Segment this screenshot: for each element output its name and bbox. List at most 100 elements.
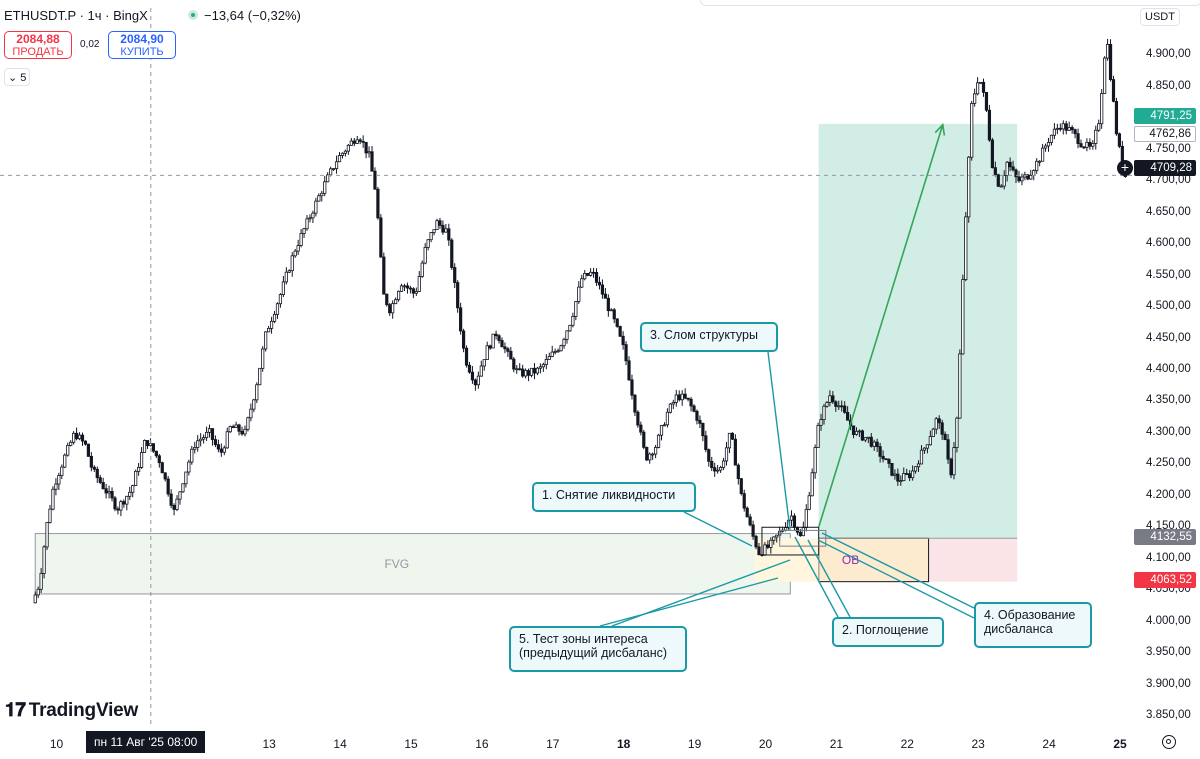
candle-body [249, 408, 253, 419]
candle-body [388, 304, 392, 314]
candle-body [919, 449, 924, 465]
candle-body [476, 375, 480, 386]
candle-body [1105, 44, 1110, 59]
candle-body [225, 431, 229, 449]
candle-body [621, 335, 625, 345]
candle-body [48, 508, 52, 523]
note-zone-test[interactable]: 5. Тест зоны интереса (предыдущий дисбал… [509, 626, 687, 672]
candle-body [494, 333, 498, 337]
candle-body [993, 167, 997, 176]
candle-body [642, 431, 646, 448]
candle-body [627, 360, 631, 381]
sell-button[interactable]: 2084,88 ПРОДАТЬ [4, 31, 72, 59]
price-tick-label: 4.550,00 [1146, 268, 1191, 281]
candle-body [961, 279, 965, 355]
candle-body [1005, 161, 1009, 177]
currency-selector[interactable]: USDT [1140, 8, 1180, 26]
candle-body [216, 444, 220, 450]
note-structure-break-text: 3. Слом структуры [650, 328, 758, 342]
note-zone-test-line2: (предыдущий дисбаланс) [519, 646, 668, 660]
note-imbalance-line1: 4. Образование [984, 608, 1076, 622]
candle-body [470, 371, 475, 381]
candle-body [724, 447, 729, 462]
candle-body [816, 424, 820, 448]
candle-body [175, 498, 179, 510]
indicators-toggle[interactable]: ⌄ 5 [4, 68, 30, 86]
candle-layer [33, 38, 1127, 604]
candle-body [364, 141, 368, 154]
candle-body [718, 467, 723, 471]
candle-body [529, 367, 534, 376]
candle-body [1017, 176, 1021, 182]
time-tick-label: 20 [758, 737, 773, 751]
price-tick-label: 3.950,00 [1146, 646, 1191, 659]
note-engulfing[interactable]: 2. Поглощение [832, 617, 944, 647]
candle-body [1088, 141, 1092, 147]
candle-body [695, 410, 699, 421]
candle-body [698, 419, 702, 424]
note-liquidity-sweep[interactable]: 1. Снятие ликвидности [532, 482, 696, 512]
candle-body [210, 428, 215, 440]
candle-body [1061, 123, 1065, 130]
gear-icon[interactable] [1162, 735, 1176, 749]
candle-body [394, 299, 398, 305]
candle-body [964, 216, 968, 280]
candle-body [139, 452, 144, 468]
candle-body [1085, 141, 1089, 148]
candle-body [526, 370, 531, 376]
connector-engulf-b [807, 539, 851, 618]
candle-body [80, 434, 85, 442]
candle-body [450, 239, 454, 268]
candle-body [624, 344, 628, 362]
candle-body [757, 546, 761, 555]
candle-body [515, 368, 519, 371]
candle-body [710, 460, 714, 468]
candle-body [671, 402, 675, 405]
candle-body [633, 394, 637, 413]
candle-body [571, 316, 575, 326]
add-alert-icon[interactable]: + [1117, 160, 1133, 176]
price-tick-label: 4.450,00 [1146, 331, 1191, 344]
candle-body [913, 466, 918, 472]
candle-body [509, 350, 513, 360]
candle-body [323, 181, 327, 194]
candle-body [275, 303, 280, 315]
candle-body [278, 294, 283, 305]
candle-body [169, 493, 173, 506]
candle-body [287, 270, 291, 273]
candle-body [677, 394, 681, 401]
candle-body [1067, 127, 1071, 131]
candle-body [846, 411, 850, 421]
candle-body [967, 156, 971, 218]
buy-button[interactable]: 2084,90 КУПИТЬ [108, 31, 176, 59]
candle-body [550, 351, 554, 357]
candle-body [435, 220, 439, 231]
candle-body [204, 431, 209, 438]
note-structure-break[interactable]: 3. Слом структуры [640, 322, 778, 352]
candle-body [807, 495, 811, 510]
candle-body [326, 174, 330, 183]
candle-body [659, 425, 664, 436]
candle-body [63, 454, 67, 468]
time-tick-label: 24 [1042, 737, 1056, 751]
candle-body [1076, 133, 1080, 144]
candle-body [795, 527, 800, 533]
symbol-title[interactable]: ETHUSDT.P · 1ч · BingX [4, 8, 148, 23]
candle-body [187, 461, 191, 473]
candle-body [151, 443, 155, 452]
price-tick-label: 4.250,00 [1146, 457, 1191, 470]
candle-body [497, 335, 501, 341]
candle-body [1114, 101, 1119, 135]
candle-body [420, 262, 424, 277]
candle-body [636, 411, 640, 426]
candle-body [574, 300, 578, 317]
candle-body [896, 473, 900, 482]
time-tick-label: 21 [829, 737, 844, 751]
candle-body [810, 472, 814, 497]
candle-body [878, 446, 882, 457]
candle-body [1058, 127, 1062, 130]
note-imbalance[interactable]: 4. Образование дисбаланса [974, 602, 1092, 648]
candle-body [1097, 123, 1101, 131]
